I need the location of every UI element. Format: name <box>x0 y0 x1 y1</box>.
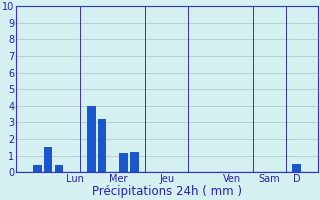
Bar <box>292 164 301 172</box>
Bar <box>87 106 96 172</box>
Bar <box>44 147 52 172</box>
Bar <box>98 119 106 172</box>
Bar <box>55 165 63 172</box>
Bar <box>119 153 128 172</box>
X-axis label: Précipitations 24h ( mm ): Précipitations 24h ( mm ) <box>92 185 242 198</box>
Bar <box>33 165 42 172</box>
Bar <box>130 152 139 172</box>
